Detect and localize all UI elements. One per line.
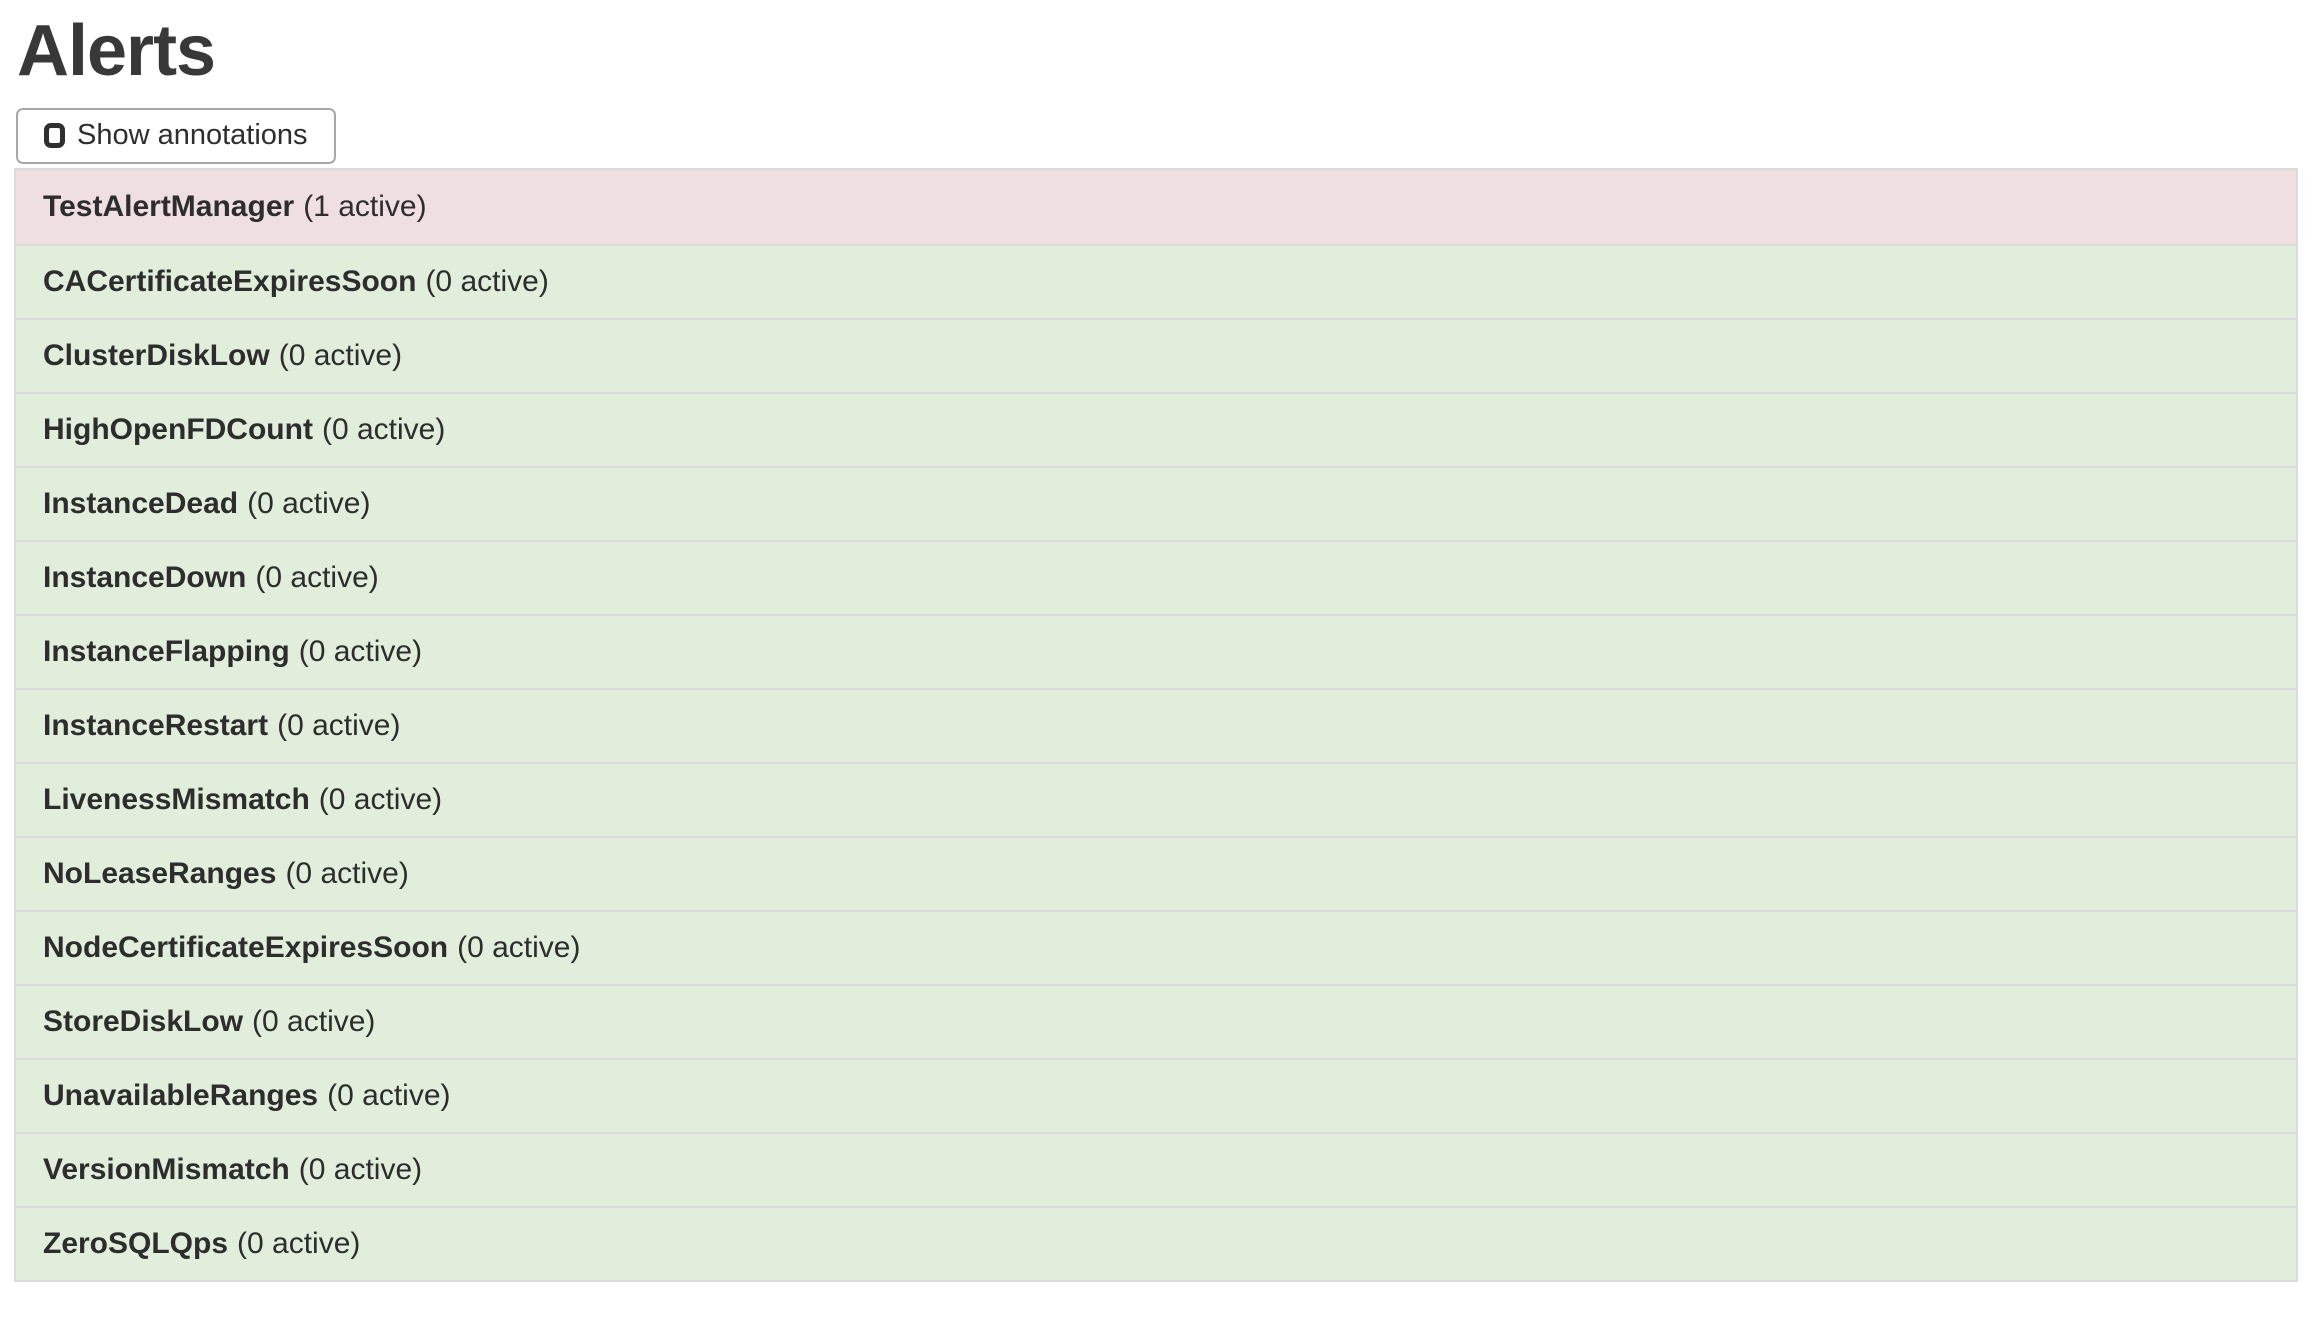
alert-active-count: (0 active) — [285, 856, 409, 890]
alert-name: HighOpenFDCount — [43, 412, 313, 446]
alert-active-count: (0 active) — [237, 1226, 361, 1260]
alert-active-count: (0 active) — [298, 634, 423, 668]
alert-row[interactable]: ClusterDiskLow (0 active) — [16, 317, 2296, 392]
alert-name: NodeCertificateExpiresSoon — [43, 930, 449, 964]
alert-active-count: (0 active) — [277, 708, 401, 742]
alert-active-count: (0 active) — [321, 412, 446, 446]
alert-active-count: (0 active) — [457, 930, 581, 964]
alert-row[interactable]: InstanceFlapping (0 active) — [16, 613, 2296, 688]
alert-active-count: (0 active) — [278, 338, 403, 372]
alert-active-count: (0 active) — [252, 1004, 376, 1038]
alert-active-count: (0 active) — [298, 1152, 423, 1186]
alert-row[interactable]: InstanceDead (0 active) — [16, 465, 2296, 540]
alerts-list: TestAlertManager (1 active) CACertificat… — [14, 167, 2298, 1282]
alert-row[interactable]: StoreDiskLow (0 active) — [16, 983, 2296, 1058]
show-annotations-button[interactable]: Show annotations — [16, 107, 336, 164]
alert-row[interactable]: NoLeaseRanges (0 active) — [16, 835, 2296, 910]
alert-name: InstanceFlapping — [43, 634, 290, 668]
alert-name: VersionMismatch — [43, 1152, 290, 1186]
alert-name: ClusterDiskLow — [43, 338, 270, 372]
alert-row[interactable]: HighOpenFDCount (0 active) — [16, 391, 2296, 466]
alert-row[interactable]: InstanceRestart (0 active) — [16, 687, 2296, 762]
alert-name: LivenessMismatch — [43, 782, 310, 816]
alert-name: InstanceRestart — [43, 708, 269, 742]
alert-active-count: (0 active) — [425, 264, 549, 298]
alert-active-count: (0 active) — [255, 560, 379, 594]
alert-row[interactable]: ZeroSQLQps (0 active) — [16, 1205, 2296, 1280]
alert-name: NoLeaseRanges — [43, 856, 277, 890]
alert-name: TestAlertManager — [43, 189, 295, 223]
alert-row[interactable]: UnavailableRanges (0 active) — [16, 1057, 2296, 1132]
alert-row[interactable]: NodeCertificateExpiresSoon (0 active) — [16, 909, 2296, 984]
alert-name: UnavailableRanges — [43, 1078, 319, 1112]
alert-name: ZeroSQLQps — [43, 1226, 229, 1260]
page-title: Alerts — [17, 11, 216, 91]
alert-active-count: (0 active) — [327, 1078, 451, 1112]
alert-row[interactable]: LivenessMismatch (0 active) — [16, 761, 2296, 836]
alert-active-count: (0 active) — [247, 486, 371, 520]
alert-name: StoreDiskLow — [43, 1004, 244, 1038]
alert-row[interactable]: TestAlertManager (1 active) — [16, 169, 2296, 244]
alert-active-count: (1 active) — [303, 189, 427, 223]
show-annotations-label: Show annotations — [77, 119, 308, 152]
alert-name: InstanceDead — [43, 486, 239, 520]
alert-active-count: (0 active) — [318, 782, 443, 816]
checkbox-unchecked-icon — [44, 123, 65, 149]
alert-name: InstanceDown — [43, 560, 247, 594]
alert-row[interactable]: CACertificateExpiresSoon (0 active) — [16, 243, 2296, 318]
alert-row[interactable]: InstanceDown (0 active) — [16, 539, 2296, 614]
alert-row[interactable]: VersionMismatch (0 active) — [16, 1131, 2296, 1206]
alert-name: CACertificateExpiresSoon — [43, 264, 417, 298]
